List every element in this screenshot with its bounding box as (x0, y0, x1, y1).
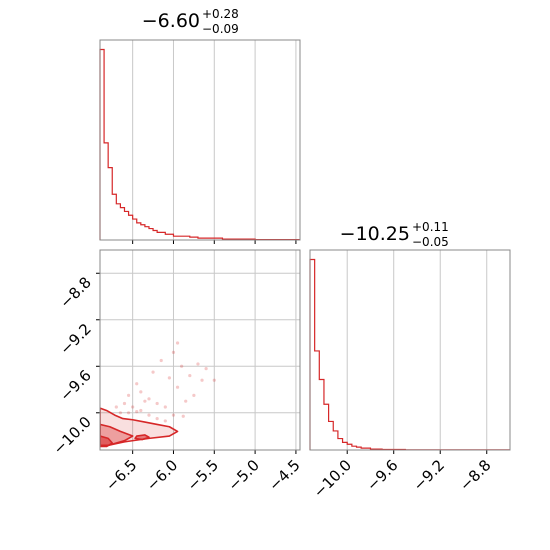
scatter-point (126, 393, 131, 397)
scatter-point (135, 382, 139, 386)
contour-outer (100, 407, 179, 447)
scatter-point (114, 405, 118, 409)
y-tick-label-param2: −9.2 (56, 320, 94, 358)
scatter-point (175, 385, 180, 389)
x-tick-label-param2: −9.6 (363, 456, 401, 494)
hist2_title-minus: −0.05 (412, 235, 449, 249)
scatter-point (143, 399, 147, 403)
contour-island (134, 434, 150, 441)
scatter-point (163, 419, 167, 423)
hist1_title-minus: −0.09 (202, 22, 239, 36)
x-tick-label-param1: −6.0 (143, 456, 181, 494)
scatter-point (167, 376, 171, 380)
scatter-point (200, 378, 204, 382)
hist-top-group (99, 40, 300, 244)
x-tick-label-param1: −6.5 (102, 456, 140, 494)
scatter-point (139, 408, 143, 413)
x-tick-label-param2: −10.0 (310, 456, 355, 501)
scatter-panel-group (96, 250, 300, 454)
hist-top-histogram-step (99, 48, 300, 241)
scatter-point (122, 401, 127, 406)
scatter-point (184, 399, 188, 403)
scatter-inner (100, 341, 216, 448)
hist1_title-group: −6.60 +0.28−0.09 (142, 7, 239, 36)
scatter-point (131, 405, 135, 409)
scatter-point (163, 405, 167, 409)
scatter-point (151, 370, 155, 374)
scatter-point (147, 397, 151, 401)
scatter-point (139, 390, 143, 394)
scatter-point (155, 401, 159, 406)
scatter-point (175, 341, 180, 345)
hist2_title-median: −10.25 (340, 223, 410, 245)
scatter-point (159, 358, 163, 363)
scatter-point (212, 378, 216, 382)
scatter-point (126, 411, 131, 415)
scatter-point (196, 362, 200, 366)
hist-right-frame (309, 249, 511, 451)
scatter-point (204, 367, 208, 371)
scatter-point (192, 393, 196, 397)
hist2_title-group: −10.25 +0.11−0.05 (340, 220, 449, 249)
y-tick-label-param2: −8.8 (56, 273, 94, 311)
x-tick-label-param2: −9.2 (410, 456, 448, 494)
scatter-point (135, 410, 139, 414)
hist-right-histogram-step (309, 258, 510, 451)
hist2_title-plus: +0.11 (412, 220, 449, 234)
scatter-point (188, 373, 192, 378)
hist1_title-plus: +0.28 (202, 7, 239, 21)
hist-top-frame (99, 39, 301, 241)
x-tick-label-param1: −4.5 (265, 456, 303, 494)
x-tick-label-param1: −5.5 (184, 456, 222, 494)
contour-core (100, 435, 114, 448)
scatter-point (180, 364, 184, 368)
y-tick-label-param2: −9.6 (56, 366, 94, 404)
scatter-point (181, 414, 185, 418)
x-tick-label-param2: −8.8 (456, 456, 494, 494)
hist-right-group (309, 250, 510, 454)
hist1_title-median: −6.60 (142, 10, 200, 32)
scatter-point (171, 350, 176, 354)
y-tick-label-param2: −10.0 (50, 413, 95, 458)
scatter-point (171, 413, 176, 417)
scatter-point (118, 411, 123, 415)
scatter-point (147, 413, 151, 417)
x-tick-label-param1: −5.0 (224, 456, 262, 494)
scatter-frame (99, 249, 301, 451)
scatter-point (155, 417, 159, 421)
